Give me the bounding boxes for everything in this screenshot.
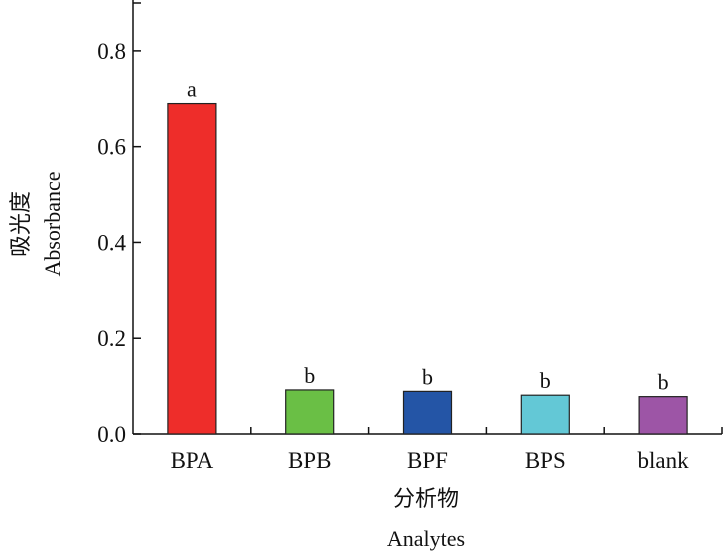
bar-bps xyxy=(520,394,570,435)
bar-significance-label: a xyxy=(187,77,197,102)
bar-significance-label: b xyxy=(304,363,315,388)
x-category-label: BPB xyxy=(288,448,331,473)
y-tick-label: 0.0 xyxy=(97,422,126,447)
x-category-label: blank xyxy=(638,448,690,473)
bar-blank xyxy=(638,396,688,435)
bar-bpa xyxy=(167,102,217,435)
bar-labels: a b b b b xyxy=(187,77,669,395)
y-tick-label: 0.8 xyxy=(97,39,126,64)
x-category-label: BPS xyxy=(525,448,566,473)
bar-significance-label: b xyxy=(540,368,551,393)
x-category-label: BPA xyxy=(171,448,214,473)
y-tick-label: 0.6 xyxy=(97,135,126,160)
y-tick-label: 0.4 xyxy=(97,230,126,255)
y-axis-ticks: 0.0 0.2 0.4 0.6 0.8 xyxy=(97,2,141,447)
bar-bpb xyxy=(285,389,335,435)
bar-significance-label: b xyxy=(422,364,433,389)
x-axis-ticks: BPA BPB BPF BPS blank xyxy=(171,427,723,473)
x-axis-title-cn: 分析物 xyxy=(393,487,459,512)
y-axis-title-cn: 吸光度 xyxy=(9,191,34,257)
x-axis-title-en: Analytes xyxy=(387,526,465,551)
y-axis-title-en: Absorbance xyxy=(40,171,65,276)
bars xyxy=(167,102,688,435)
bar-significance-label: b xyxy=(658,370,669,395)
x-category-label: BPF xyxy=(407,448,448,473)
y-tick-label: 0.2 xyxy=(97,326,126,351)
bar-bpf xyxy=(402,390,453,435)
